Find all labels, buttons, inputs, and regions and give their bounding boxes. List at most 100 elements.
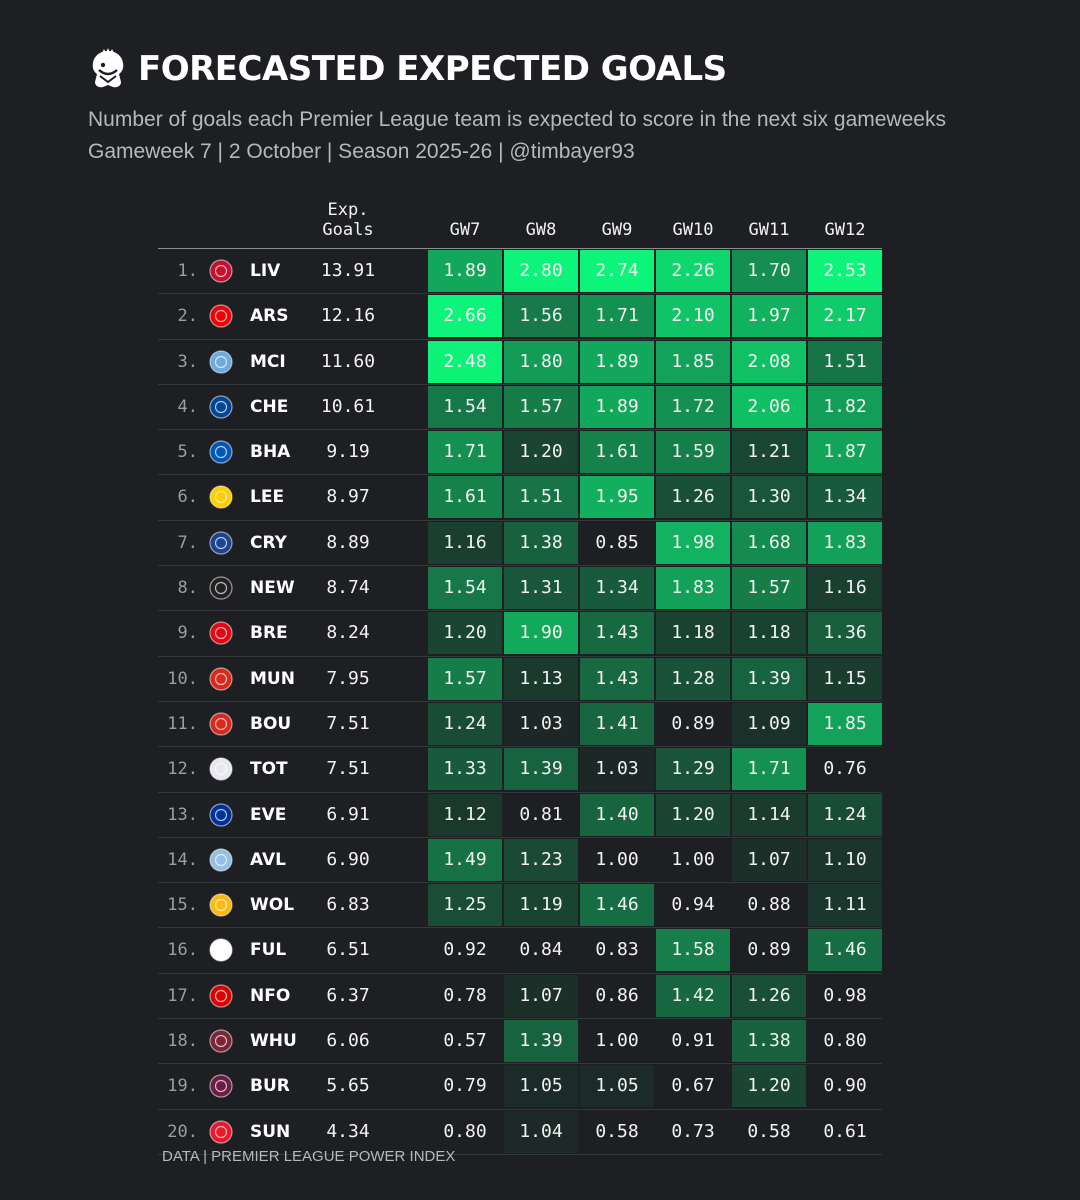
xg-cell-gw7: 1.12 xyxy=(428,793,502,836)
xg-cell-gw8: 1.13 xyxy=(504,657,578,700)
xg-cell-gw9: 1.43 xyxy=(580,612,654,655)
bha-crest-icon xyxy=(209,440,233,464)
xg-cell-gw8: 1.39 xyxy=(504,1020,578,1063)
team-rank: 20. xyxy=(167,1121,198,1142)
total-column-header: Exp. Goals xyxy=(322,200,374,240)
table-row: 13. EVE 6.91 1.12 0.81 1.40 1.20 1.14 1.24 xyxy=(158,793,882,838)
expected-goals-total: 9.19 xyxy=(326,441,370,463)
column-header-gw8: GW8 xyxy=(525,220,557,240)
xg-cell-gw7: 1.54 xyxy=(428,567,502,610)
xg-cell-gw7: 1.24 xyxy=(428,702,502,745)
xg-cell-gw9: 1.43 xyxy=(580,657,654,700)
xg-cell-gw7: 1.20 xyxy=(428,612,502,655)
xg-cell-gw9: 0.86 xyxy=(580,974,654,1017)
column-header-gw12: GW12 xyxy=(824,220,866,240)
column-header-gw11: GW11 xyxy=(748,220,790,240)
tot-crest-icon xyxy=(209,757,233,781)
xg-cell-gw7: 1.89 xyxy=(428,250,502,292)
team-abbreviation: WHU xyxy=(250,1031,297,1052)
team-rank: 9. xyxy=(177,623,198,644)
xg-cell-gw10: 2.10 xyxy=(656,295,730,338)
team-abbreviation: TOT xyxy=(250,759,288,780)
xg-cell-gw11: 0.58 xyxy=(732,1110,806,1153)
column-header-row: Exp. Goals GW7 GW8 GW9 GW10 GW11 GW12 xyxy=(158,198,882,249)
team-abbreviation: SUN xyxy=(250,1121,291,1142)
xg-cell-gw8: 1.51 xyxy=(504,476,578,519)
expected-goals-total: 11.60 xyxy=(320,350,376,372)
team-rank: 18. xyxy=(167,1031,198,1052)
xg-cell-gw12: 1.10 xyxy=(808,838,882,881)
column-header-gw10: GW10 xyxy=(672,220,714,240)
table-row: 2. ARS 12.16 2.66 1.56 1.71 2.10 1.97 2.17 xyxy=(158,294,882,340)
expected-goals-total: 6.90 xyxy=(326,848,370,870)
wol-crest-icon xyxy=(209,893,233,917)
xg-cell-gw12: 1.15 xyxy=(808,657,882,700)
xg-cell-gw10: 0.94 xyxy=(656,884,730,927)
xg-cell-gw11: 2.06 xyxy=(732,385,806,428)
xg-cell-gw10: 1.00 xyxy=(656,838,730,881)
xg-cell-gw9: 1.89 xyxy=(580,385,654,428)
xg-cell-gw12: 0.90 xyxy=(808,1065,882,1108)
expected-goals-total: 10.61 xyxy=(320,395,376,417)
xg-cell-gw9: 1.40 xyxy=(580,793,654,836)
xg-cell-gw12: 1.11 xyxy=(808,884,882,927)
xg-cell-gw10: 1.72 xyxy=(656,385,730,428)
team-abbreviation: LIV xyxy=(250,261,281,281)
table-row: 7. CRY 8.89 1.16 1.38 0.85 1.98 1.68 1.83 xyxy=(158,521,882,567)
xg-cell-gw10: 1.83 xyxy=(656,567,730,610)
table-row: 19. BUR 5.65 0.79 1.05 1.05 0.67 1.20 0.90 xyxy=(158,1064,882,1110)
xg-cell-gw10: 1.42 xyxy=(656,974,730,1017)
team-rank: 5. xyxy=(177,442,198,463)
xg-cell-gw10: 2.26 xyxy=(656,250,730,292)
team-abbreviation: EVE xyxy=(250,804,287,825)
xg-cell-gw11: 1.18 xyxy=(732,612,806,655)
xg-cell-gw11: 1.39 xyxy=(732,657,806,700)
xg-cell-gw9: 2.74 xyxy=(580,250,654,292)
team-abbreviation: MCI xyxy=(250,351,286,372)
xg-cell-gw7: 0.57 xyxy=(428,1020,502,1063)
xg-cell-gw11: 1.38 xyxy=(732,1020,806,1063)
xg-cell-gw12: 1.51 xyxy=(808,340,882,383)
xg-cell-gw10: 1.20 xyxy=(656,793,730,836)
table-row: 3. MCI 11.60 2.48 1.80 1.89 1.85 2.08 1.51 xyxy=(158,340,882,385)
chart-title: FORECASTED EXPECTED GOALS xyxy=(138,49,727,89)
cry-crest-icon xyxy=(209,531,233,555)
bur-crest-icon xyxy=(209,1074,233,1098)
xg-cell-gw8: 1.20 xyxy=(504,431,578,474)
xg-cell-gw11: 0.89 xyxy=(732,929,806,972)
xg-cell-gw8: 0.81 xyxy=(504,793,578,836)
xg-cell-gw12: 1.24 xyxy=(808,793,882,836)
xg-cell-gw9: 1.71 xyxy=(580,295,654,338)
xg-cell-gw12: 1.87 xyxy=(808,431,882,474)
subtitle-line-2: Gameweek 7 | 2 October | Season 2025-26 … xyxy=(88,140,635,163)
xg-cell-gw9: 1.41 xyxy=(580,702,654,745)
table-row: 15. WOL 6.83 1.25 1.19 1.46 0.94 0.88 1.11 xyxy=(158,883,882,929)
xg-cell-gw12: 2.17 xyxy=(808,295,882,338)
xg-cell-gw10: 1.18 xyxy=(656,612,730,655)
xg-cell-gw10: 1.26 xyxy=(656,476,730,519)
xg-cell-gw12: 1.83 xyxy=(808,521,882,564)
expected-goals-total: 8.24 xyxy=(326,622,370,644)
premier-league-lion-icon xyxy=(92,48,124,88)
team-rank: 1. xyxy=(177,261,198,281)
table-row: 5. BHA 9.19 1.71 1.20 1.61 1.59 1.21 1.87 xyxy=(158,430,882,476)
team-rank: 7. xyxy=(177,532,198,553)
xg-cell-gw7: 1.25 xyxy=(428,884,502,927)
xg-cell-gw8: 0.84 xyxy=(504,929,578,972)
table-row: 8. NEW 8.74 1.54 1.31 1.34 1.83 1.57 1.16 xyxy=(158,566,882,612)
xg-cell-gw7: 1.71 xyxy=(428,431,502,474)
team-abbreviation: BHA xyxy=(250,442,291,463)
xg-cell-gw7: 2.48 xyxy=(428,340,502,383)
xg-cell-gw10: 1.58 xyxy=(656,929,730,972)
mci-crest-icon xyxy=(209,349,233,374)
xg-cell-gw9: 0.85 xyxy=(580,521,654,564)
bre-crest-icon xyxy=(209,621,233,645)
team-abbreviation: WOL xyxy=(250,895,295,916)
subtitle-line-1: Number of goals each Premier League team… xyxy=(88,108,946,131)
xg-cell-gw8: 1.03 xyxy=(504,702,578,745)
che-crest-icon xyxy=(209,395,233,419)
xg-cell-gw11: 1.68 xyxy=(732,521,806,564)
xg-cell-gw7: 2.66 xyxy=(428,295,502,338)
xg-cell-gw11: 1.57 xyxy=(732,567,806,610)
xg-cell-gw9: 0.83 xyxy=(580,929,654,972)
